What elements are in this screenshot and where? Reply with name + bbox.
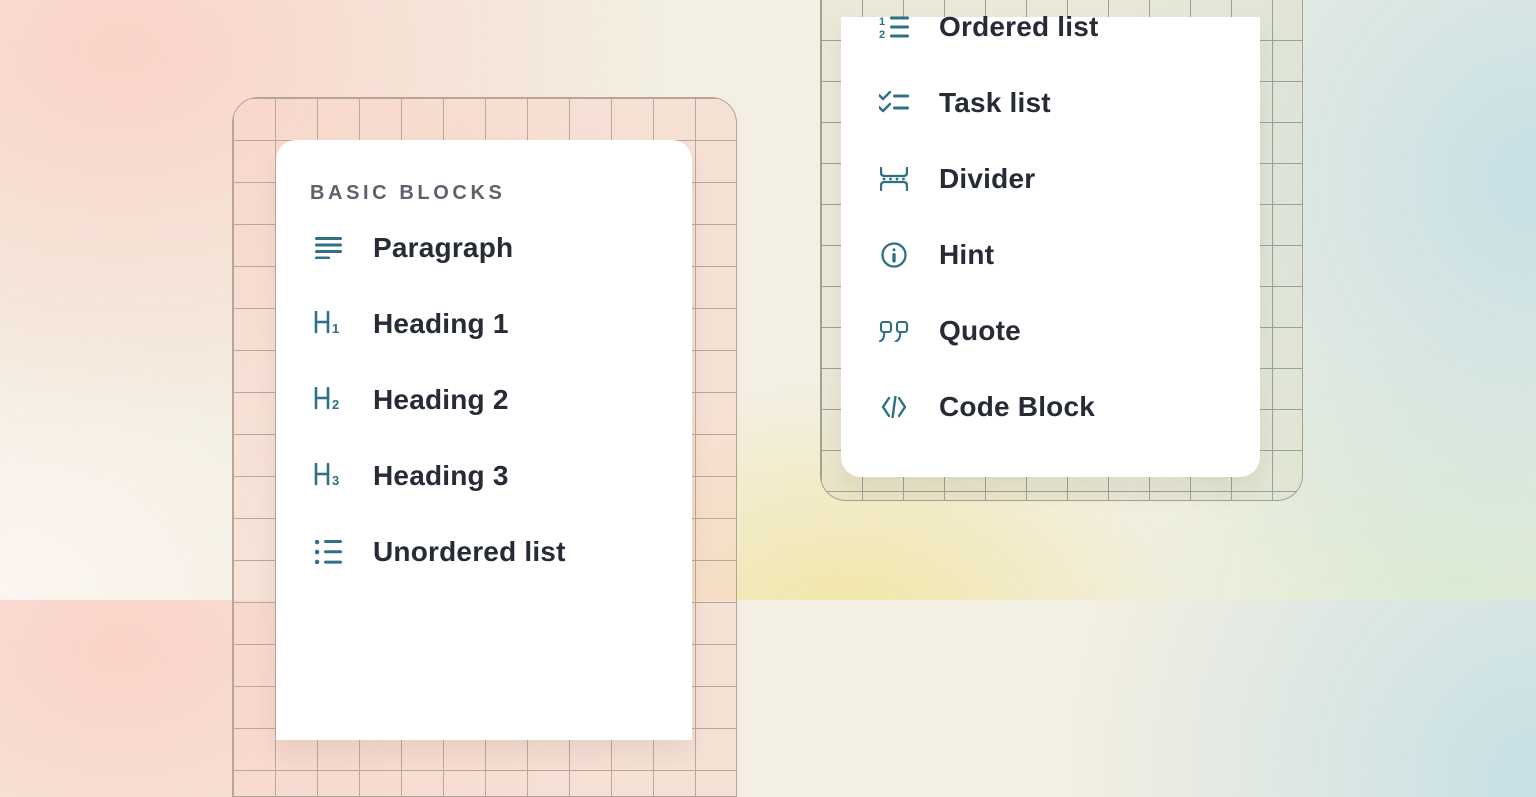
svg-text:1: 1 xyxy=(332,321,339,336)
svg-text:2: 2 xyxy=(879,29,885,40)
svg-text:1: 1 xyxy=(879,16,885,28)
svg-text:3: 3 xyxy=(332,473,339,488)
svg-text:2: 2 xyxy=(332,397,339,412)
